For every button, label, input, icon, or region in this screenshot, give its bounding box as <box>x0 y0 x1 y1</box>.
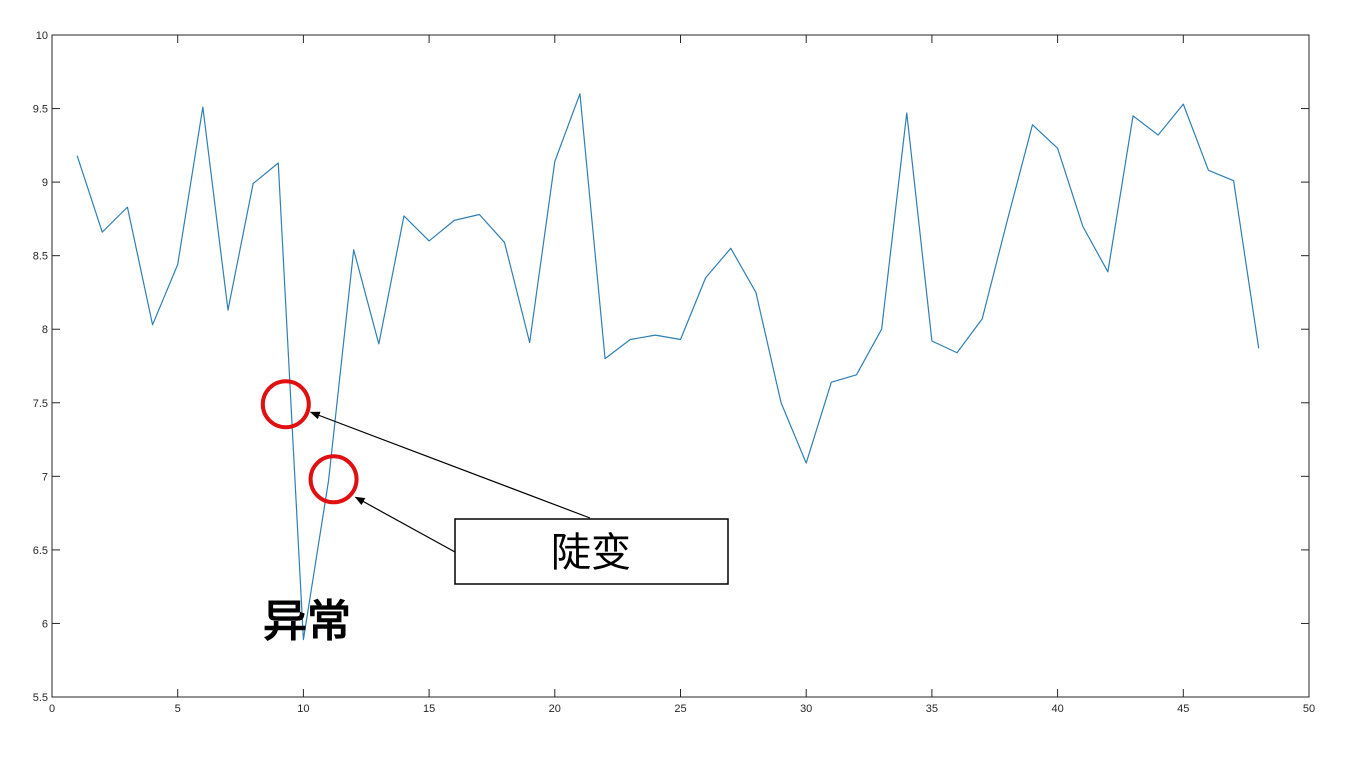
series-layer <box>76 93 1260 641</box>
highlight-circle <box>260 379 311 430</box>
x-tick-labels: 0 5 10 15 20 25 30 35 40 45 50 <box>49 703 1315 715</box>
y-tick-label: 6 <box>42 618 48 630</box>
x-tick-label: 40 <box>1051 703 1063 715</box>
y-tick-label: 5.5 <box>33 692 48 704</box>
y-tick-label: 7 <box>42 471 48 483</box>
annotation-arrow <box>354 496 456 553</box>
x-tick-label: 15 <box>423 703 435 715</box>
plot-area <box>51 34 1310 698</box>
y-tick-label: 9.5 <box>33 104 48 116</box>
x-tick-label: 35 <box>926 703 938 715</box>
x-tick-label: 45 <box>1177 703 1189 715</box>
x-tick-label: 0 <box>49 703 55 715</box>
y-tick-label: 6.5 <box>33 545 48 557</box>
y-tick-labels: 5.5 6 6.5 7 7.5 8 8.5 9 9.5 10 <box>33 30 48 704</box>
y-tick-label: 8.5 <box>33 251 48 263</box>
series-line <box>76 93 1260 641</box>
y-tick-label: 8 <box>42 324 48 336</box>
anomaly-label: 异常 <box>263 596 351 647</box>
x-tick-label: 50 <box>1303 703 1315 715</box>
axis-ticks <box>51 34 1310 698</box>
x-tick-label: 10 <box>297 703 309 715</box>
y-tick-label: 9 <box>42 177 48 189</box>
annotation-box <box>454 518 729 585</box>
y-tick-label: 10 <box>36 30 48 42</box>
annotation-layer: 陡变 异常 <box>260 379 729 647</box>
annotation-arrow <box>309 411 591 519</box>
x-tick-label: 25 <box>674 703 686 715</box>
x-tick-label: 20 <box>549 703 561 715</box>
highlight-circle <box>308 454 359 505</box>
y-tick-label: 7.5 <box>33 398 48 410</box>
x-tick-label: 5 <box>175 703 181 715</box>
x-tick-label: 30 <box>800 703 812 715</box>
sudden-change-label: 陡变 <box>551 530 631 576</box>
